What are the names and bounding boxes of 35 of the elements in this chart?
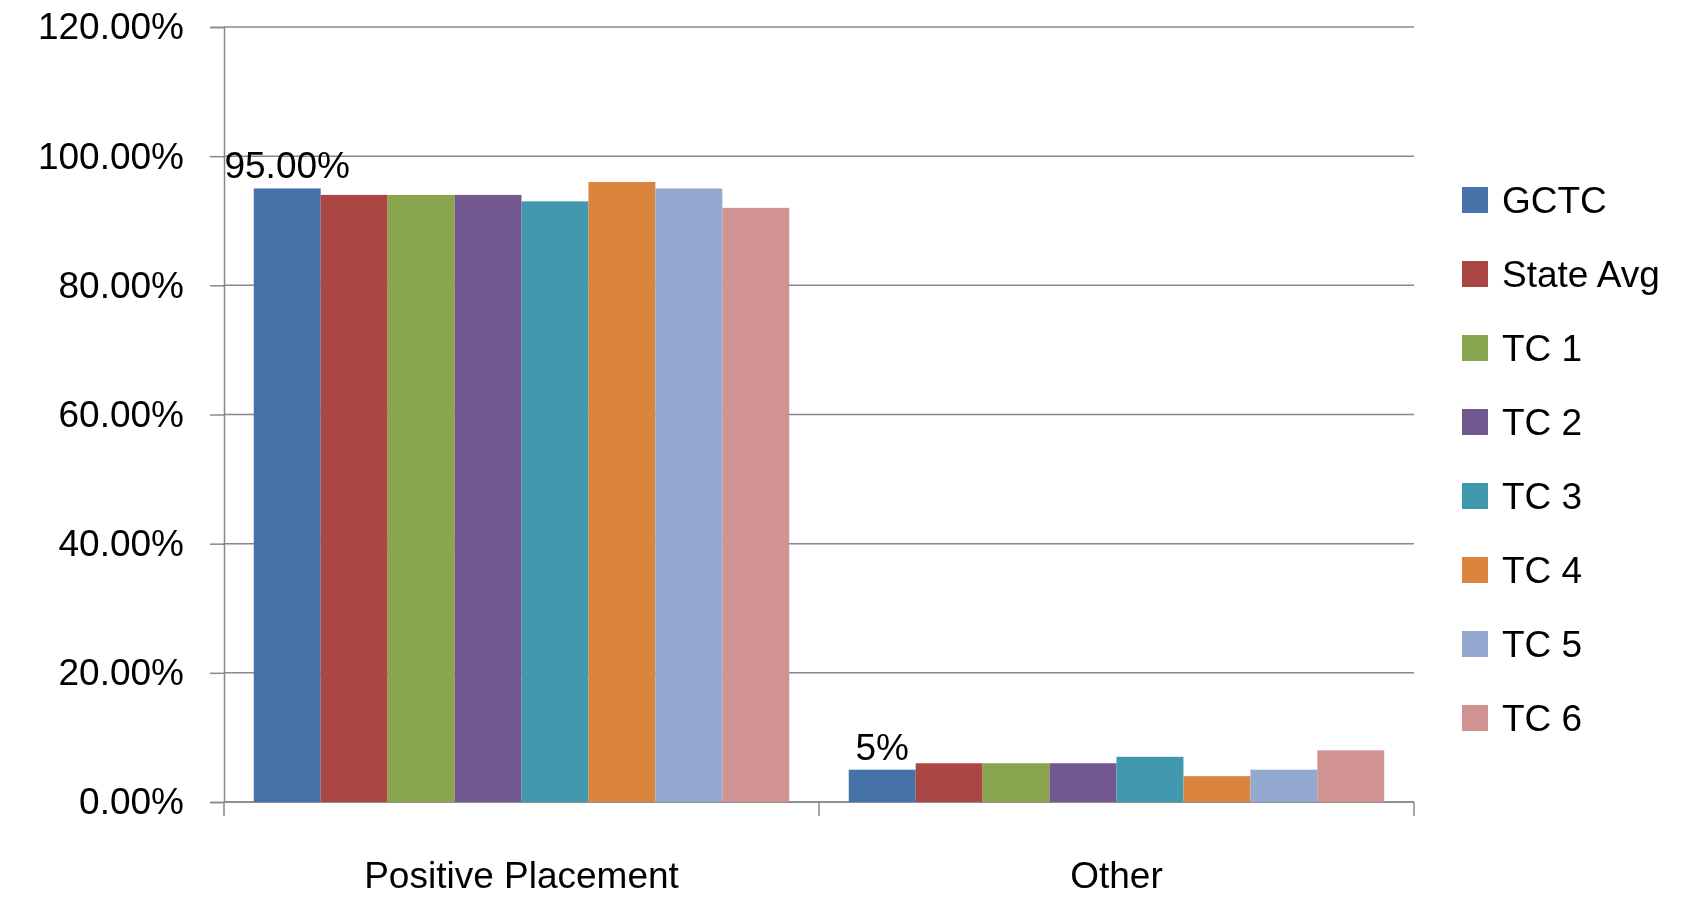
- bar: [1317, 750, 1385, 802]
- bar: [1049, 763, 1117, 802]
- legend-label: TC 1: [1502, 328, 1583, 369]
- bar: [454, 194, 522, 802]
- bar: [1183, 776, 1251, 802]
- data-label: 5%: [855, 726, 909, 768]
- legend-label: State Avg: [1502, 254, 1660, 295]
- bar: [1116, 756, 1184, 802]
- bar: [982, 763, 1050, 802]
- bar: [253, 188, 321, 802]
- y-tick-label: 80.00%: [58, 264, 184, 306]
- legend-label: TC 3: [1502, 476, 1583, 517]
- y-tick-label: 120.00%: [37, 6, 184, 48]
- bar: [320, 194, 388, 802]
- x-tick-label: Positive Placement: [364, 855, 680, 896]
- bar: [722, 207, 790, 802]
- legend-label: TC 5: [1502, 624, 1583, 665]
- bar: [848, 769, 916, 802]
- y-tick-label: 20.00%: [58, 652, 184, 694]
- bar: [915, 763, 983, 802]
- legend-label: TC 6: [1502, 698, 1583, 739]
- legend-label: TC 4: [1502, 550, 1583, 591]
- data-label: 95.00%: [224, 145, 350, 187]
- x-tick-label: Other: [1070, 855, 1163, 896]
- y-tick-label: 100.00%: [37, 135, 184, 177]
- bar: [387, 194, 455, 802]
- bar: [588, 182, 656, 802]
- y-tick-label: 60.00%: [58, 393, 184, 435]
- y-tick-label: 40.00%: [58, 523, 184, 565]
- legend-label: TC 2: [1502, 402, 1583, 443]
- y-tick-label: 0.00%: [79, 781, 184, 823]
- bar: [655, 188, 723, 802]
- legend-label: GCTC: [1502, 180, 1607, 221]
- bar: [1250, 769, 1318, 802]
- bar: [521, 201, 589, 802]
